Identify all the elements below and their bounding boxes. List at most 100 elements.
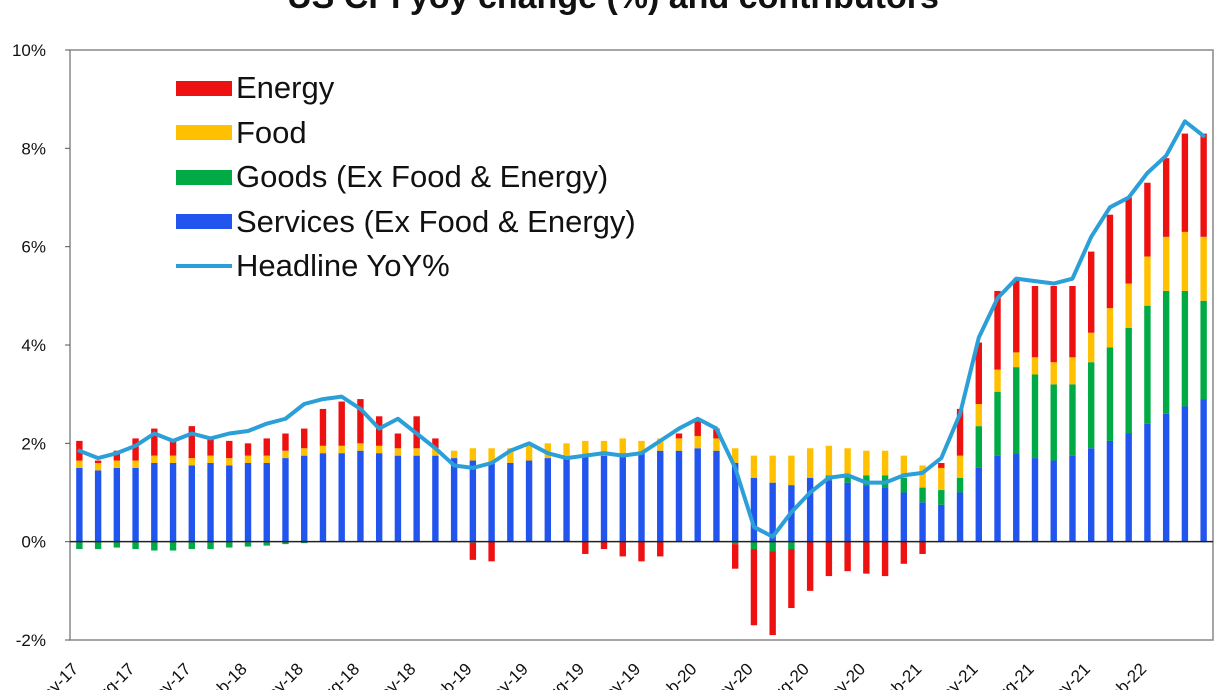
x-tick-label: Nov-20	[817, 659, 869, 690]
bar-food	[338, 445, 345, 454]
bar-services	[1162, 413, 1170, 542]
bar-services	[319, 453, 327, 542]
bar-food	[806, 448, 814, 478]
bar-services	[301, 455, 308, 542]
bar-services	[975, 467, 982, 542]
bar-food	[713, 438, 720, 451]
bar-services	[132, 467, 139, 542]
headline-yoy-line	[77, 119, 1206, 539]
bar-energy	[1144, 182, 1151, 257]
legend-swatch-goods	[176, 169, 232, 185]
bar-food	[769, 455, 776, 483]
bar-energy	[1200, 133, 1207, 237]
y-tick-label: 2%	[21, 434, 46, 453]
legend-item-services: Services (Ex Food & Energy)	[176, 200, 636, 245]
bar-services	[713, 450, 720, 542]
bar-energy	[600, 541, 608, 550]
bar-food	[788, 455, 795, 486]
bar-services	[563, 458, 570, 542]
y-tick-label: 0%	[21, 533, 46, 552]
bar-services	[1031, 458, 1039, 542]
bar-goods	[1181, 290, 1189, 407]
bar-energy	[1125, 197, 1132, 284]
bar-energy	[1013, 278, 1020, 353]
bar-energy	[394, 433, 402, 449]
bar-food	[1200, 236, 1207, 301]
bar-services	[413, 455, 420, 542]
bar-goods	[282, 541, 289, 545]
bar-services	[769, 482, 776, 542]
bar-services	[900, 492, 908, 542]
bar-goods	[151, 541, 158, 551]
bar-services	[525, 460, 533, 542]
x-tick-label: May-20	[703, 659, 757, 690]
legend-swatch-energy	[176, 80, 232, 96]
bar-goods	[1069, 384, 1076, 456]
bar-energy	[694, 421, 701, 436]
bar-goods	[975, 426, 982, 468]
bar-energy	[638, 541, 645, 562]
bar-services	[76, 467, 83, 542]
bar-services	[694, 448, 701, 542]
y-tick-label: 8%	[21, 139, 46, 158]
bar-food	[1050, 362, 1057, 385]
bar-energy	[188, 426, 195, 459]
x-tick-label: Aug-21	[986, 659, 1038, 690]
bar-food	[450, 450, 458, 459]
chart-title: US CPI yoy change (%) and contributors	[0, 0, 1226, 17]
bar-goods	[731, 541, 739, 545]
bar-food	[1106, 308, 1114, 348]
legend: Energy Food Goods (Ex Food & Energy) Ser…	[176, 66, 636, 289]
bar-food	[132, 460, 139, 468]
bar-services	[488, 463, 495, 542]
bar-energy	[338, 401, 345, 446]
bar-food	[563, 443, 570, 459]
bar-services	[169, 463, 177, 542]
bar-services	[825, 480, 833, 542]
bar-energy	[357, 399, 364, 444]
bar-energy	[469, 542, 477, 560]
bar-services	[675, 450, 683, 542]
x-tick-label: Aug-17	[86, 659, 138, 690]
bar-services	[1088, 448, 1095, 542]
bar-services	[375, 453, 383, 542]
bar-services	[226, 465, 233, 542]
bar-services	[1069, 455, 1076, 542]
bar-energy	[825, 541, 833, 577]
bar-goods	[1144, 305, 1151, 424]
headline-line-group	[77, 119, 1206, 539]
legend-item-headline: Headline YoY%	[176, 244, 636, 289]
bar-goods	[263, 541, 270, 546]
bar-energy	[151, 428, 158, 456]
bar-food	[544, 443, 552, 459]
bar-energy	[488, 541, 495, 562]
bar-services	[881, 487, 889, 542]
bar-food	[488, 448, 495, 463]
x-tick-label: May-21	[928, 659, 982, 690]
bar-food	[919, 465, 926, 488]
x-tick-label: Aug-19	[536, 659, 588, 690]
bar-goods	[113, 541, 121, 548]
bar-goods	[956, 477, 964, 493]
bar-food	[1144, 256, 1151, 306]
bar-food	[263, 455, 270, 464]
bar-services	[1181, 406, 1189, 542]
bar-energy	[619, 541, 626, 557]
bar-energy	[244, 443, 252, 456]
bar-energy	[938, 463, 945, 468]
bar-energy	[263, 438, 270, 456]
bar-food	[357, 443, 364, 451]
bar-services	[263, 463, 270, 542]
bar-goods	[900, 477, 908, 493]
bar-goods	[1106, 347, 1114, 441]
bar-food	[863, 450, 870, 476]
legend-label-food: Food	[236, 114, 307, 150]
bar-services	[956, 492, 964, 542]
bar-services	[657, 450, 664, 542]
bar-services	[394, 455, 402, 542]
bar-goods	[188, 541, 195, 550]
x-tick-label: Feb-22	[1099, 659, 1151, 690]
y-tick-label: -2%	[16, 631, 46, 650]
bar-services	[994, 455, 1001, 542]
bar-food	[394, 448, 402, 456]
